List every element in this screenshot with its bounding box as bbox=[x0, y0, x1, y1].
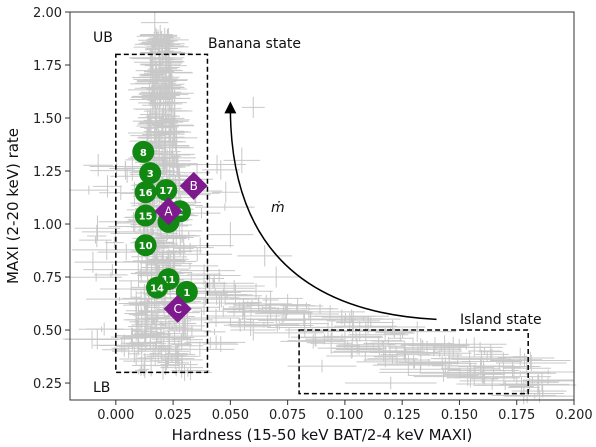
y-tick-label: 1.50 bbox=[33, 112, 62, 127]
x-tick-label: 0.025 bbox=[154, 408, 191, 423]
purple-diamond-marker bbox=[154, 197, 183, 226]
y-tick-label: 2.00 bbox=[33, 6, 62, 21]
plot-frame bbox=[69, 11, 575, 401]
island-state-label: Island state bbox=[460, 312, 542, 328]
y-tick-label: 0.50 bbox=[33, 324, 62, 339]
ub-annotation: UB bbox=[93, 30, 113, 46]
x-tick-label: 0.125 bbox=[384, 408, 421, 423]
banana-state-label: Banana state bbox=[208, 36, 301, 52]
y-axis-label: MAXI (2-20 keV) rate bbox=[4, 128, 22, 284]
y-tick-label: 0.75 bbox=[33, 271, 62, 286]
axis-ticks: 0.000 0.025 0.050 0.075 0.100 0.125 0.150 0.175… bbox=[33, 6, 593, 423]
mdot-annotation: ṁ bbox=[271, 200, 285, 216]
green-marker-label: 1 bbox=[183, 288, 190, 299]
x-tick-label: 0.175 bbox=[498, 408, 535, 423]
purple-diamond-marker bbox=[179, 171, 208, 200]
x-tick-label: 0.100 bbox=[326, 408, 363, 423]
y-tick-label: 0.25 bbox=[33, 377, 62, 392]
green-marker-label: 15 bbox=[139, 212, 153, 223]
purple-diamond-label: C bbox=[173, 302, 181, 316]
green-marker bbox=[134, 181, 157, 204]
green-marker bbox=[134, 204, 157, 227]
green-marker-label: 3 bbox=[147, 169, 154, 180]
green-marker bbox=[134, 234, 157, 257]
y-tick-label: 1.25 bbox=[33, 165, 62, 180]
lb-annotation: LB bbox=[93, 380, 110, 396]
x-tick-label: 0.000 bbox=[97, 408, 134, 423]
green-marker-label: 14 bbox=[150, 284, 164, 295]
island-state-box bbox=[298, 329, 529, 395]
banana-state-box bbox=[115, 53, 209, 374]
x-axis-label: Hardness (15-50 keV BAT/2-4 keV MAXI) bbox=[172, 426, 473, 444]
purple-diamond-label: A bbox=[164, 204, 173, 218]
green-marker-label: 16 bbox=[139, 188, 153, 199]
green-marker-label: 8 bbox=[140, 148, 147, 159]
y-tick-label: 1.00 bbox=[33, 218, 62, 233]
green-marker-label: 11 bbox=[162, 275, 176, 286]
green-marker bbox=[146, 276, 169, 299]
y-tick-label: 1.75 bbox=[33, 59, 62, 74]
x-tick-label: 0.075 bbox=[269, 408, 306, 423]
x-tick-label: 0.050 bbox=[212, 408, 249, 423]
state-regions bbox=[115, 53, 529, 395]
green-marker-label: 10 bbox=[139, 241, 153, 252]
green-marker bbox=[139, 162, 162, 185]
green-marker-label: 17 bbox=[159, 186, 173, 197]
x-tick-label: 0.150 bbox=[441, 408, 478, 423]
x-tick-label: 0.200 bbox=[555, 408, 592, 423]
green-marker bbox=[132, 140, 155, 163]
mdot-arrow-path bbox=[224, 101, 437, 321]
error-bar-cloud bbox=[62, 12, 577, 405]
purple-diamond-label: B bbox=[190, 179, 198, 193]
green-marker bbox=[155, 179, 178, 202]
purple-diamond-marker bbox=[163, 294, 192, 323]
marker-points: 8316171521011141BAC bbox=[132, 140, 208, 323]
green-marker bbox=[175, 280, 198, 303]
mdot-arrow bbox=[224, 101, 437, 321]
